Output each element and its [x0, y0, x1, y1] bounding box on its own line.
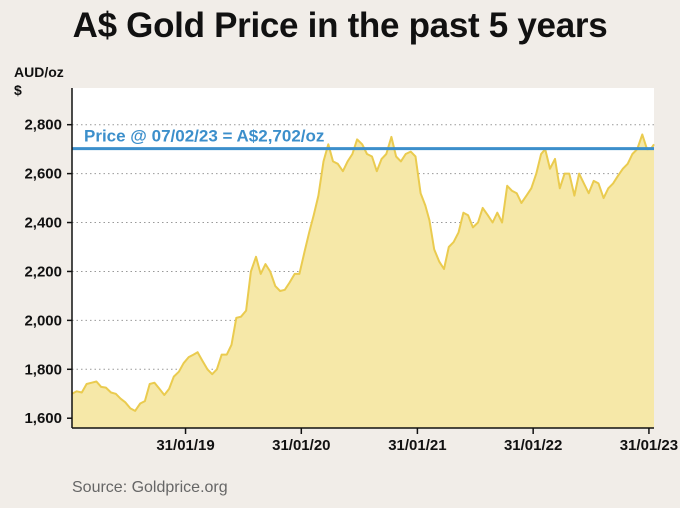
y-tick-label: 2,400	[24, 215, 62, 232]
y-tick-label: 2,800	[24, 117, 62, 134]
x-tick-label: 31/01/22	[504, 437, 562, 454]
x-axis: 31/01/19 31/01/20 31/01/21 31/01/22 31/01/23	[72, 427, 678, 454]
reference-line-group: Price @ 07/02/23 = A$2,702/oz	[72, 127, 654, 151]
y-tick-label: 2,600	[24, 166, 62, 183]
y-axis-currency-symbol: $	[14, 82, 22, 98]
price-area-fill	[72, 134, 654, 428]
y-axis-unit: AUD/oz	[14, 64, 64, 80]
y-tick-label: 2,000	[24, 312, 62, 329]
source-note: Source: Goldprice.org	[72, 479, 228, 496]
current-price-annotation: Price @ 07/02/23 = A$2,702/oz	[84, 127, 324, 146]
x-tick-label: 31/01/19	[156, 437, 214, 454]
y-tick-label: 2,200	[24, 263, 62, 280]
x-tick-label: 31/01/23	[620, 437, 678, 454]
x-tick-label: 31/01/20	[272, 437, 330, 454]
y-tick-label: 1,600	[24, 410, 62, 427]
y-axis: 1,600 1,800 2,000 2,200 2,400 2,600 2,800	[24, 88, 73, 428]
x-tick-label: 31/01/21	[388, 437, 446, 454]
chart-title: A$ Gold Price in the past 5 years	[72, 6, 608, 45]
y-tick-label: 1,800	[24, 361, 62, 378]
